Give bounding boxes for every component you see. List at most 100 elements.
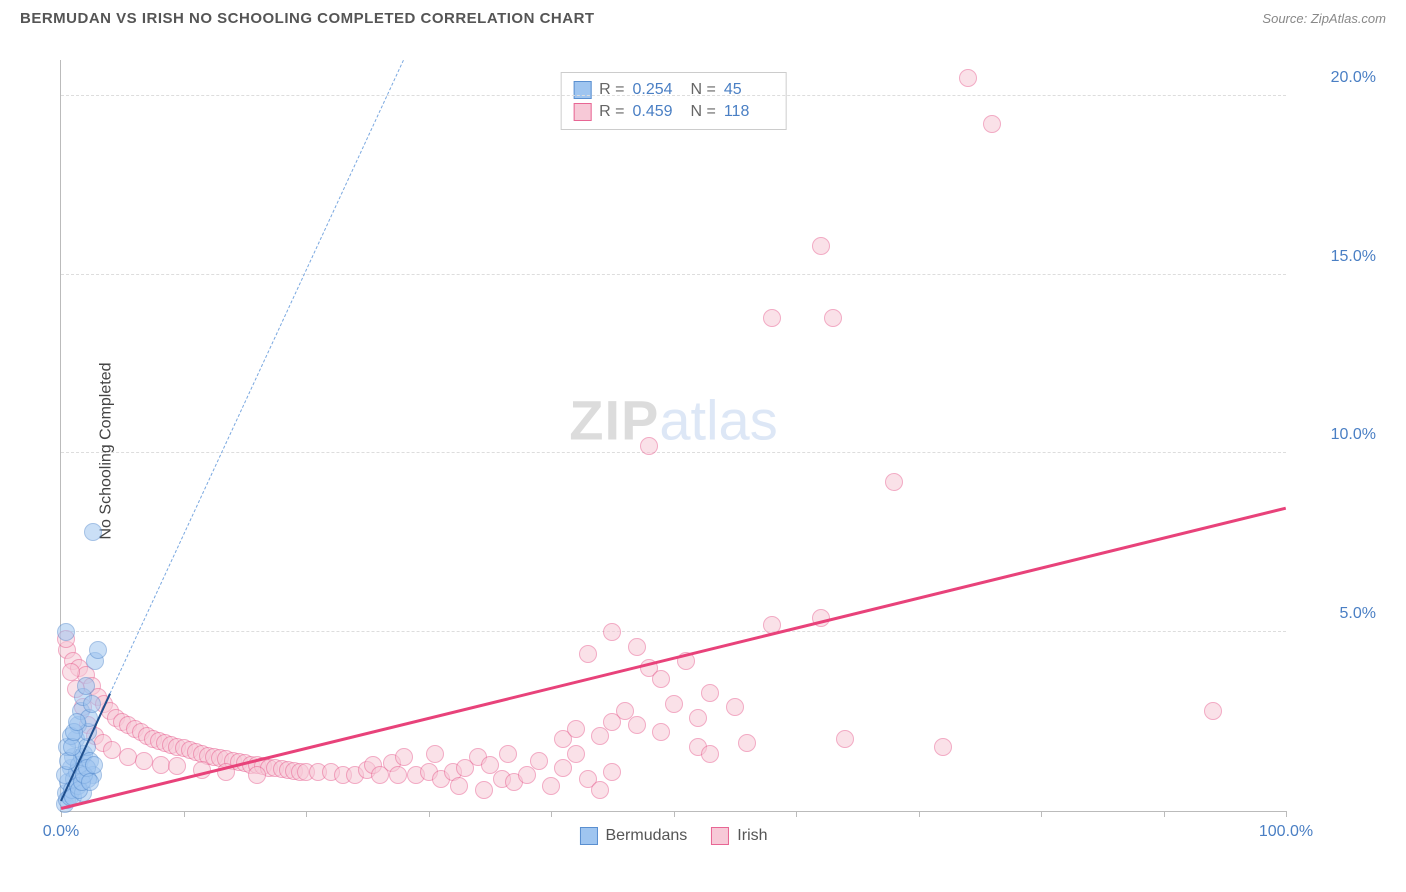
stat-r-label: R =: [599, 81, 624, 99]
stat-n-irish: 118: [724, 103, 774, 121]
stat-n-label: N =: [691, 103, 716, 121]
dot-irish: [579, 645, 597, 663]
dot-irish: [652, 723, 670, 741]
dot-irish: [395, 748, 413, 766]
chart-title: BERMUDAN VS IRISH NO SCHOOLING COMPLETED…: [20, 10, 595, 27]
watermark: ZIPatlas: [569, 388, 777, 453]
dot-irish: [689, 709, 707, 727]
ytick-label: 10.0%: [1296, 426, 1376, 444]
dot-irish: [591, 727, 609, 745]
dot-bermudans: [77, 677, 95, 695]
xtick: [1286, 811, 1287, 817]
dot-irish: [701, 745, 719, 763]
dot-irish: [248, 766, 266, 784]
xtick: [1041, 811, 1042, 817]
dot-irish: [983, 115, 1001, 133]
ytick-label: 5.0%: [1296, 605, 1376, 623]
dot-bermudans: [84, 523, 102, 541]
dot-irish: [518, 766, 536, 784]
stats-box: R = 0.254 N = 45 R = 0.459 N = 118: [560, 72, 787, 130]
dot-irish: [135, 752, 153, 770]
source-attribution: Source: ZipAtlas.com: [1262, 11, 1386, 26]
dot-bermudans: [81, 773, 99, 791]
gridline-h: [61, 274, 1286, 275]
dot-irish: [726, 698, 744, 716]
dot-irish: [119, 748, 137, 766]
dot-irish: [168, 757, 186, 775]
legend-label-irish: Irish: [737, 827, 767, 845]
xtick: [674, 811, 675, 817]
dot-irish: [475, 781, 493, 799]
dot-bermudans: [68, 713, 86, 731]
stat-r-label: R =: [599, 103, 624, 121]
xtick: [1164, 811, 1165, 817]
stats-row-irish: R = 0.459 N = 118: [573, 101, 774, 123]
gridline-h: [61, 631, 1286, 632]
ytick-label: 15.0%: [1296, 248, 1376, 266]
dot-irish: [542, 777, 560, 795]
dot-irish: [836, 730, 854, 748]
dot-irish: [812, 237, 830, 255]
dot-irish: [959, 69, 977, 87]
dot-irish: [554, 759, 572, 777]
trend-line: [61, 507, 1287, 810]
dot-bermudans: [57, 623, 75, 641]
stat-n-bermudans: 45: [724, 81, 774, 99]
xtick: [429, 811, 430, 817]
plot-area: ZIPatlas R = 0.254 N = 45 R = 0.459 N = …: [60, 60, 1286, 812]
xtick-label: 100.0%: [1259, 823, 1313, 841]
legend-swatch-bermudans: [579, 827, 597, 845]
xtick: [306, 811, 307, 817]
xtick: [551, 811, 552, 817]
swatch-bermudans: [573, 81, 591, 99]
dot-irish: [567, 745, 585, 763]
ytick-label: 20.0%: [1296, 69, 1376, 87]
dot-irish: [665, 695, 683, 713]
dot-bermudans: [89, 641, 107, 659]
dot-irish: [640, 437, 658, 455]
gridline-h: [61, 452, 1286, 453]
dot-irish: [628, 638, 646, 656]
legend-swatch-irish: [711, 827, 729, 845]
source-name: ZipAtlas.com: [1311, 11, 1386, 26]
dot-irish: [1204, 702, 1222, 720]
dot-irish: [934, 738, 952, 756]
dot-irish: [701, 684, 719, 702]
dot-bermudans: [83, 695, 101, 713]
dot-irish: [450, 777, 468, 795]
xtick-label: 0.0%: [43, 823, 79, 841]
dot-irish: [426, 745, 444, 763]
header: BERMUDAN VS IRISH NO SCHOOLING COMPLETED…: [0, 0, 1406, 27]
dot-irish: [389, 766, 407, 784]
xtick: [184, 811, 185, 817]
dot-irish: [530, 752, 548, 770]
legend-item-bermudans: Bermudans: [579, 827, 687, 845]
legend-item-irish: Irish: [711, 827, 767, 845]
dot-irish: [652, 670, 670, 688]
swatch-irish: [573, 103, 591, 121]
dot-irish: [603, 763, 621, 781]
dot-bermudans: [85, 756, 103, 774]
dot-irish: [603, 623, 621, 641]
stat-r-bermudans: 0.254: [633, 81, 683, 99]
stat-n-label: N =: [691, 81, 716, 99]
xtick: [919, 811, 920, 817]
stat-r-irish: 0.459: [633, 103, 683, 121]
source-label: Source:: [1262, 11, 1307, 26]
dot-irish: [738, 734, 756, 752]
dot-irish: [885, 473, 903, 491]
chart-container: No Schooling Completed ZIPatlas R = 0.25…: [50, 50, 1386, 852]
dot-irish: [499, 745, 517, 763]
legend-label-bermudans: Bermudans: [605, 827, 687, 845]
dot-irish: [763, 309, 781, 327]
dot-irish: [628, 716, 646, 734]
dot-irish: [567, 720, 585, 738]
dot-irish: [824, 309, 842, 327]
trend-line-dashed: [110, 60, 404, 693]
stats-row-bermudans: R = 0.254 N = 45: [573, 79, 774, 101]
dot-irish: [62, 663, 80, 681]
watermark-atlas: atlas: [659, 389, 777, 452]
legend: Bermudans Irish: [579, 827, 767, 845]
xtick: [796, 811, 797, 817]
gridline-h: [61, 95, 1286, 96]
